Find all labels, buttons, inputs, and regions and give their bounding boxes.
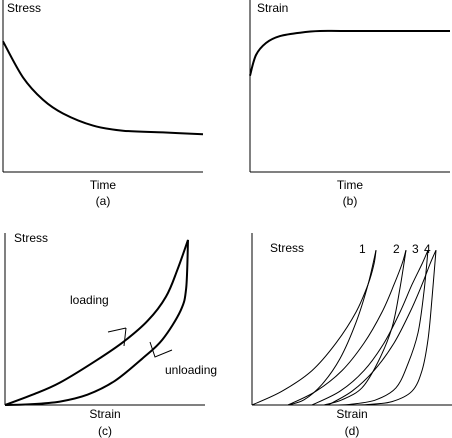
panel-d-ylabel: Stress: [270, 241, 304, 255]
panel-d-xlabel: Strain: [336, 407, 367, 421]
unloading-arrow-icon: [149, 341, 173, 358]
cycle-3-loading-curve: [311, 250, 429, 406]
panel-b: Strain Time (b): [249, 0, 450, 208]
cycle-1-loading-curve: [251, 250, 377, 406]
unloading-annotation: unloading: [165, 363, 217, 377]
panel-b-strain-curve: [249, 29, 450, 76]
panel-b-label: (b): [343, 194, 358, 208]
loading-arrow-icon: [107, 327, 127, 347]
cycle-3-unloading-curve: [335, 250, 429, 406]
loading-annotation: loading: [70, 293, 109, 307]
curve-label-4: 4: [424, 242, 431, 256]
cycle-curves: [251, 250, 437, 406]
unloading-curve: [4, 239, 189, 406]
panel-a-ylabel: Stress: [7, 1, 41, 15]
panel-d-label: (d): [345, 424, 360, 438]
panel-d: Stress Strain (d) 1 2 3 4: [251, 233, 452, 438]
cycle-1-unloading-curve: [287, 250, 377, 406]
panel-a: Stress Time (a): [2, 0, 204, 208]
panel-b-ylabel: Strain: [257, 1, 288, 15]
panel-a-xlabel: Time: [90, 178, 117, 192]
panel-c-ylabel: Stress: [14, 231, 48, 245]
panel-a-stress-curve: [2, 40, 204, 136]
cycle-4-loading-curve: [327, 250, 437, 406]
cycle-2-loading-curve: [287, 250, 407, 406]
curve-label-1: 1: [359, 242, 366, 256]
curve-label-3: 3: [412, 242, 419, 256]
curve-label-2: 2: [393, 242, 400, 256]
cycle-4-unloading-curve: [347, 250, 437, 406]
panel-a-label: (a): [96, 194, 111, 208]
cycle-2-unloading-curve: [323, 250, 407, 406]
panel-b-xlabel: Time: [337, 178, 364, 192]
panel-c-xlabel: Strain: [89, 407, 120, 421]
loading-curve: [4, 239, 189, 406]
panel-c-label: (c): [98, 424, 112, 438]
panel-c: Stress Strain (c) loading unloading: [4, 231, 217, 438]
